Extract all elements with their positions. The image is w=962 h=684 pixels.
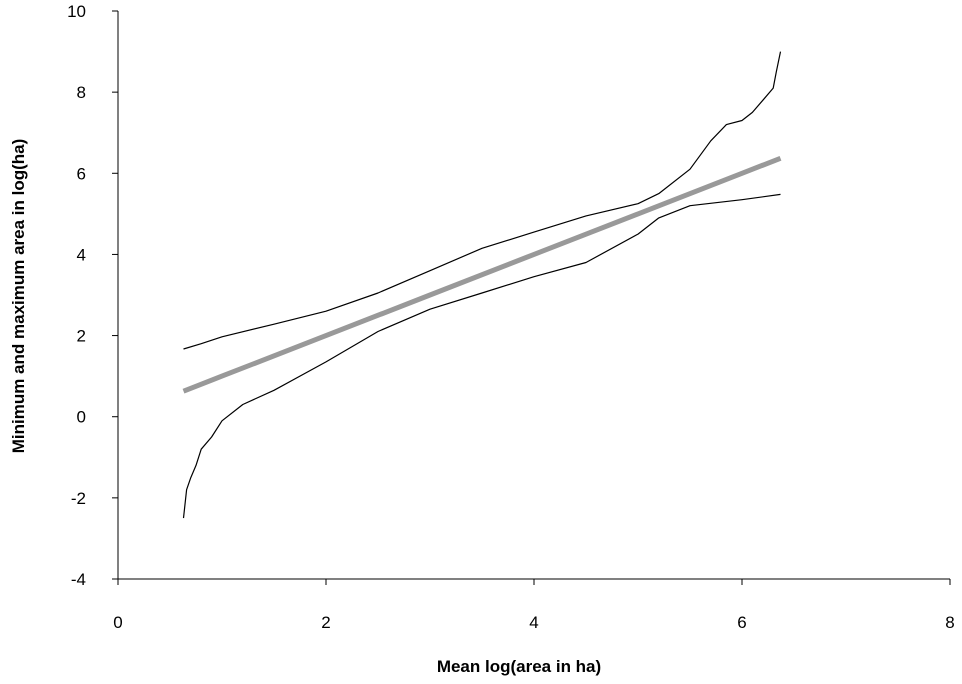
y-tick-label: 4 (77, 245, 86, 264)
y-tick-label: -4 (71, 570, 86, 589)
y-tick-label: 10 (67, 2, 86, 21)
y-axis-ticks: -4 -2 0 2 4 6 8 10 (67, 2, 118, 589)
y-tick-label: 6 (77, 164, 86, 183)
y-tick-label: 8 (77, 83, 86, 102)
x-tick-label: 6 (737, 613, 746, 632)
y-tick-label: 2 (77, 327, 86, 346)
x-tick-label: 0 (113, 613, 122, 632)
x-tick-label: 2 (321, 613, 330, 632)
mean-line (182, 155, 782, 394)
x-tick-label: 4 (529, 613, 538, 632)
series-layer (182, 51, 782, 519)
x-tick-label: 8 (945, 613, 954, 632)
y-tick-label: 0 (77, 408, 86, 427)
maximum-line (183, 51, 782, 350)
minimum-line (182, 193, 781, 519)
x-axis-ticks: 0 2 4 6 8 (113, 579, 955, 632)
y-tick-label: -2 (71, 489, 86, 508)
y-axis-title: Minimum and maximum area in log(ha) (9, 139, 28, 454)
x-axis-title: Mean log(area in ha) (437, 657, 601, 676)
